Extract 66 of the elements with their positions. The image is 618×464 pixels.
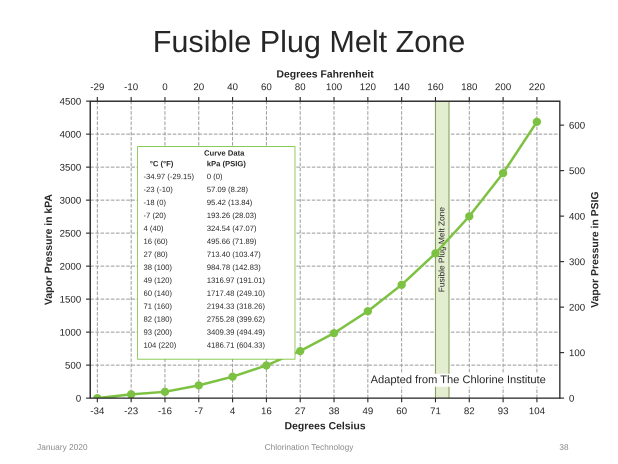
x-tick-label: -7: [194, 407, 203, 414]
y-axis-title: Vapor Pressure in kPA: [44, 194, 54, 306]
point: [532, 118, 542, 126]
text: 0: [162, 83, 168, 90]
x-tick-label: 49: [362, 407, 373, 414]
text: 20: [194, 83, 204, 90]
chart-title: Fusible Plug Melt Zone: [155, 30, 464, 58]
y2-tick-label: 0: [569, 394, 574, 402]
point: [498, 168, 508, 178]
y2-tick-label: 600: [569, 122, 585, 129]
point: [397, 280, 406, 289]
y2-tick-label: 100: [570, 349, 585, 356]
y-tick-label: 4000: [60, 130, 81, 138]
point: [296, 346, 304, 356]
point: [465, 212, 474, 220]
x-tick-label: 16: [262, 407, 272, 414]
x-axis-title: Degrees Celsius: [285, 422, 366, 432]
y-tick-label: 1500: [60, 296, 81, 303]
annotation: Adapted from The Chlorine Institute: [370, 375, 546, 386]
point: [364, 307, 372, 316]
point: [330, 328, 338, 338]
y2-axis-title: Vapor Pressure in PSIG: [590, 192, 600, 308]
y-tick-label: 4500: [60, 98, 81, 105]
x-tick-label: 93: [498, 407, 508, 414]
x-tick-label: 71: [430, 407, 440, 414]
y2-tick-label: 400: [569, 212, 585, 220]
x-tick-label: 82: [464, 407, 474, 414]
x-tick-label: 4: [230, 407, 236, 414]
x2-axis-title: Degrees Fahrenheit: [277, 70, 374, 80]
y-tick-label: 1000: [60, 328, 81, 336]
text: -10: [124, 83, 138, 90]
text: 180: [462, 83, 478, 90]
y-tick-label: 2000: [60, 262, 81, 270]
text: 120: [360, 83, 376, 90]
text: January 2020: [37, 444, 88, 452]
y2-tick-label: 500: [569, 167, 585, 174]
x-tick-label: 60: [396, 407, 407, 414]
x-tick-label: -34: [90, 407, 104, 414]
x-tick-label: -23: [124, 407, 138, 414]
text: 80: [295, 83, 306, 90]
point: [262, 361, 271, 370]
x-tick-label: -16: [158, 407, 172, 414]
y-tick-label: 500: [65, 362, 81, 369]
point: [228, 372, 237, 381]
x-tick-label: 27: [295, 407, 306, 414]
text: 140: [394, 83, 410, 90]
text: 40: [227, 83, 238, 90]
point: [160, 388, 170, 396]
text: 38: [560, 444, 568, 450]
text: 220: [529, 83, 545, 90]
text: 60: [261, 83, 272, 90]
text: 200: [495, 83, 511, 90]
point: [126, 390, 136, 398]
y-tick-label: 0: [76, 394, 81, 402]
x-tick-label: 38: [328, 407, 340, 414]
y2-tick-label: 300: [569, 258, 585, 266]
x-tick-label: 104: [530, 407, 545, 414]
y-tick-label: 3500: [60, 164, 81, 171]
text: Chlorination Technology: [265, 444, 354, 452]
y2-tick-label: 200: [569, 304, 585, 311]
text: 160: [428, 83, 444, 90]
point: [194, 381, 203, 390]
text: 100: [326, 83, 342, 90]
y-tick-label: 3000: [60, 196, 81, 204]
text: -29: [90, 83, 104, 90]
y-tick-label: 2500: [60, 230, 81, 237]
